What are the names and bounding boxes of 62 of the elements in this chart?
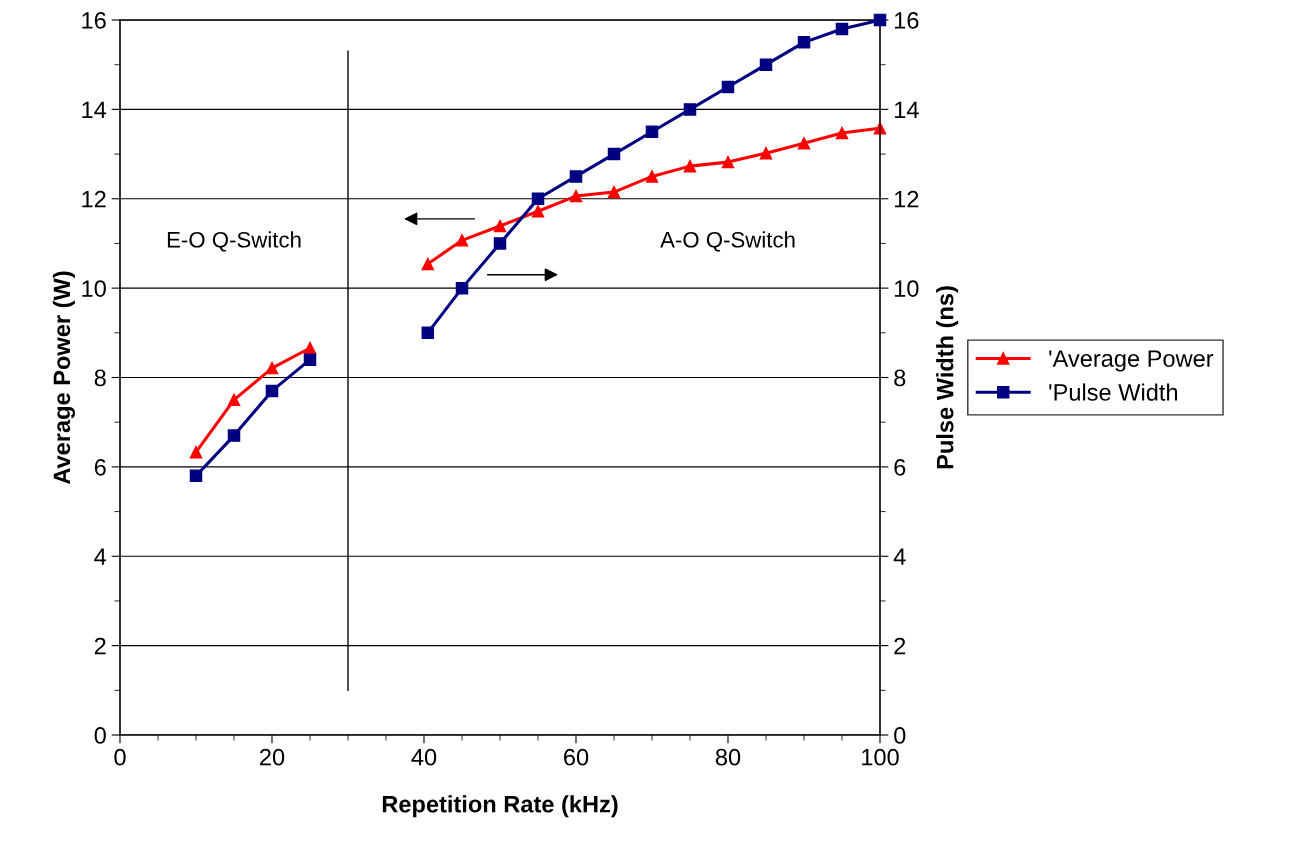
point: [607, 185, 621, 199]
point: [531, 205, 545, 218]
point: [569, 189, 583, 203]
point: [493, 237, 507, 250]
point: [607, 147, 621, 161]
point: [759, 146, 773, 160]
y-axis-title: Average Power (W): [52, 271, 75, 485]
point: [421, 257, 435, 271]
point: [569, 170, 583, 183]
point: [227, 429, 241, 442]
y-tick-label: 10: [82, 280, 106, 297]
point: [721, 155, 735, 169]
x-tick-label: 0: [114, 748, 126, 766]
y-tick-label: 12: [82, 190, 106, 208]
y2-tick-label: 2: [894, 637, 906, 655]
x-tick-label: 20: [260, 748, 285, 766]
y2-tick-label: 8: [894, 369, 906, 387]
x-tick-label: 40: [411, 748, 437, 766]
point: [455, 281, 469, 295]
legend-label: 'Average Power: [1049, 350, 1214, 372]
point: [189, 445, 203, 459]
y2-tick-label: 0: [894, 727, 906, 744]
annotation: E-O Q-Switch: [167, 231, 301, 252]
x-tick-label: 100: [862, 748, 899, 766]
point: [797, 137, 811, 150]
y2-axis-title: Pulse Width (ns): [936, 286, 959, 469]
y2-tick-label: 4: [893, 548, 906, 565]
legend-label: 'Pulse Width: [1049, 383, 1178, 401]
x-tick-label: 80: [715, 748, 741, 766]
point: [455, 234, 469, 247]
point: [683, 159, 697, 173]
y2-tick-label: 16: [894, 12, 919, 29]
point: [189, 469, 203, 483]
point: [265, 361, 279, 375]
y-tick-label: 2: [94, 637, 106, 655]
y-tick-label: 0: [94, 727, 106, 744]
point: [303, 353, 317, 366]
annotation: A-O Q-Switch: [660, 231, 795, 252]
point: [493, 219, 507, 233]
point: [835, 126, 849, 140]
point: [421, 326, 435, 340]
x-tick-label: 60: [564, 748, 589, 766]
point: [721, 80, 735, 94]
point: [265, 384, 279, 398]
point: [645, 170, 659, 183]
y-tick-label: 6: [94, 458, 106, 476]
point: [645, 125, 659, 138]
x-axis-title: Repetition Rate (kHz): [382, 795, 618, 818]
y2-tick-label: 6: [894, 458, 906, 476]
point: [797, 36, 811, 49]
point: [759, 58, 773, 71]
point: [683, 103, 697, 116]
point: [227, 393, 241, 407]
y2-tick-label: 10: [894, 280, 919, 297]
y2-tick-label: 12: [894, 190, 919, 208]
y-tick-label: 8: [94, 369, 106, 387]
point: [531, 192, 545, 206]
y-tick-label: 4: [94, 548, 107, 565]
y-tick-label: 16: [82, 12, 106, 29]
y2-tick-label: 14: [894, 101, 919, 118]
point: [835, 22, 849, 36]
y-tick-label: 14: [82, 101, 107, 118]
